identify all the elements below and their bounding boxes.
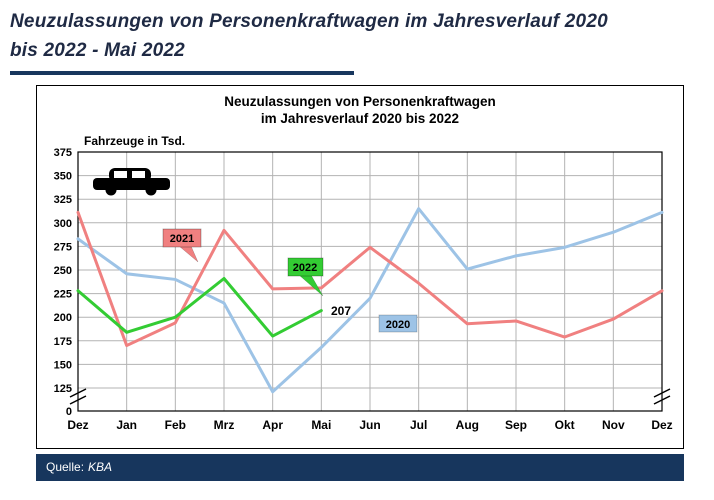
y-axis-label: Fahrzeuge in Tsd. [84,134,185,148]
y-tick-label: 125 [54,383,72,395]
y-tick-label: 150 [54,359,72,371]
chart-container: Neuzulassungen von Personenkraftwagen im… [36,84,684,449]
x-tick-label: Mai [311,418,331,432]
y-tick-label: 300 [54,218,72,230]
x-tick-label: Dez [67,418,88,432]
y-tick-label: 225 [54,288,72,300]
series-label-2020-text: 2020 [386,319,410,331]
y-tick-label: 325 [54,194,72,206]
x-tick-label: Sep [505,418,527,432]
heading-underline [10,70,354,75]
chart-title-line2: im Jahresverlauf 2020 bis 2022 [260,111,460,127]
x-tick-label: Aug [456,418,479,432]
source-value: KBA [88,459,113,474]
series-label-2022: 2022 [287,257,324,297]
x-tick-label: Okt [555,418,575,432]
x-tick-label: Jan [116,418,137,432]
series-label-2021: 2021 [162,228,202,263]
y-tick-label: 250 [54,265,72,277]
x-tick-label: Feb [165,418,186,432]
series-label-2022-text: 2022 [293,262,317,274]
series-line-2022 [76,276,323,338]
y-tick-label: 200 [54,312,72,324]
y-tick-label: 175 [54,336,72,348]
x-tick-label: Dez [651,418,672,432]
y-tick-label: 0 [66,406,72,418]
series-line-2020 [76,206,664,394]
y-tick-label: 275 [54,241,72,253]
chart-title-line1: Neuzulassungen von Personenkraftwagen [224,93,496,109]
x-tick-label: Apr [262,418,283,432]
axis-break-right-icon [653,388,671,405]
gridlines [78,151,662,411]
data-label-mai-2022: 207 [331,304,351,318]
x-tick-label: Jul [410,418,427,432]
y-tick-label: 375 [54,147,72,159]
page-title: Neuzulassungen von Personenkraftwagen im… [10,11,608,61]
series-label-2020: 2020 [378,314,418,333]
page: Neuzulassungen von Personenkraftwagen im… [10,11,684,481]
chart-title: Neuzulassungen von Personenkraftwagen im… [37,86,683,128]
series-label-2021-text: 2021 [170,233,194,245]
source-label: Quelle: [46,459,85,474]
source-bar: Quelle: KBA [36,453,684,481]
x-tick-label: Jun [359,418,380,432]
y-tick-label: 350 [54,170,72,182]
plot-border [77,151,663,412]
series-line-2021 [76,210,664,347]
x-tick-label: Nov [602,418,625,432]
data-series [76,206,664,394]
x-tick-label: Mrz [214,418,235,432]
car-icon [93,167,170,196]
axis-break-left-icon [69,388,87,405]
